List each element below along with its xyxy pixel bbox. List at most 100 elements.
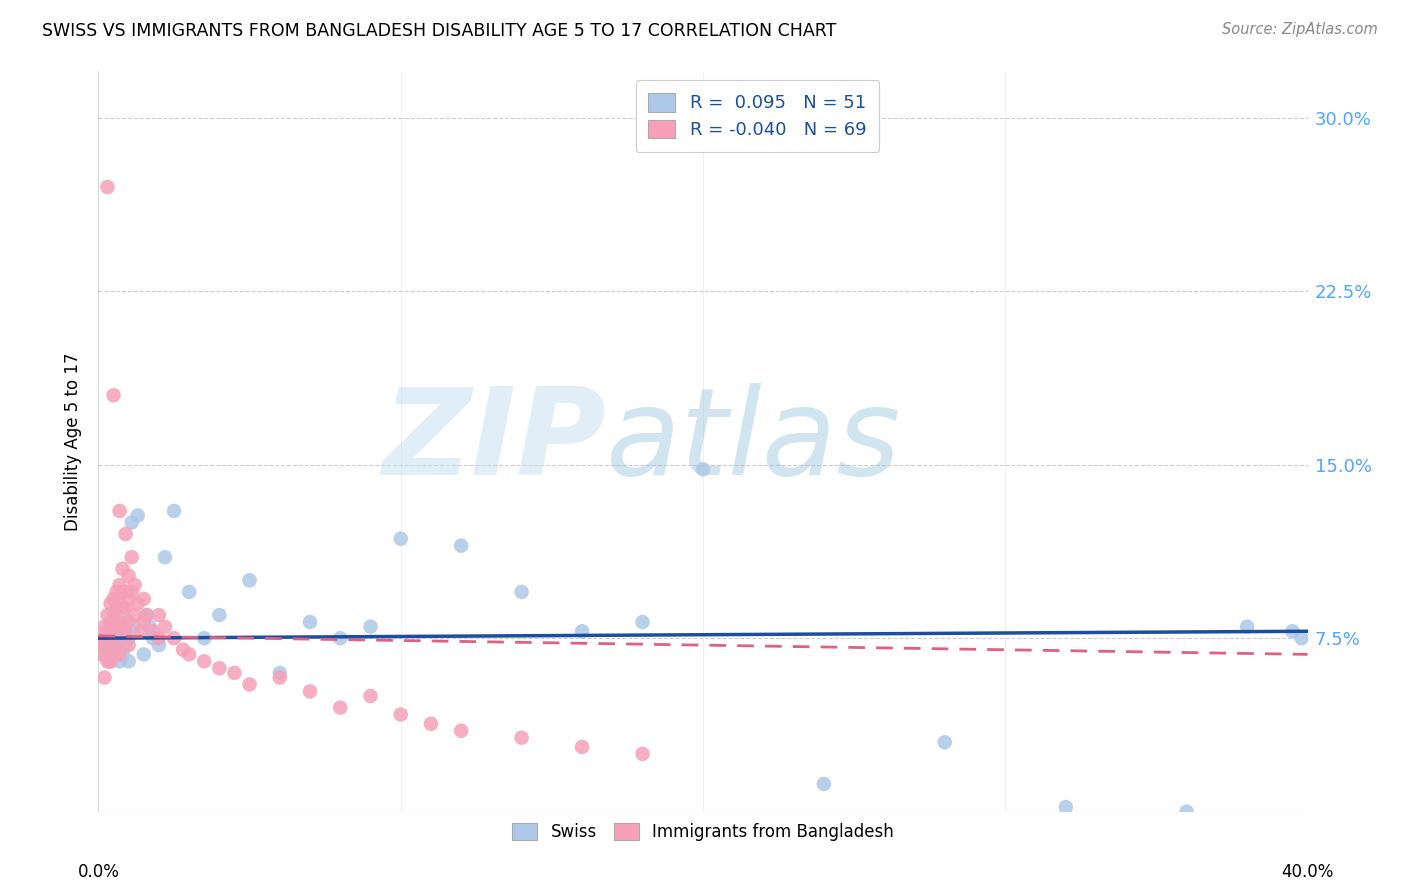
Point — [631, 747, 654, 761]
Point — [111, 601, 134, 615]
Point — [389, 707, 412, 722]
Point — [103, 608, 125, 623]
Point — [96, 642, 118, 657]
Legend: Swiss, Immigrants from Bangladesh: Swiss, Immigrants from Bangladesh — [506, 816, 900, 847]
Point — [135, 608, 157, 623]
Point — [129, 624, 152, 639]
Point — [118, 638, 141, 652]
Point — [108, 615, 131, 629]
Point — [121, 550, 143, 565]
Point — [389, 532, 412, 546]
Point — [127, 597, 149, 611]
Point — [148, 631, 170, 645]
Point — [239, 574, 262, 588]
Point — [114, 615, 136, 629]
Point — [172, 642, 194, 657]
Point — [96, 624, 118, 639]
Point — [108, 597, 131, 611]
Point — [103, 591, 125, 606]
Point — [96, 608, 118, 623]
Point — [90, 638, 112, 652]
Point — [93, 638, 115, 652]
Point — [813, 777, 835, 791]
Point — [100, 597, 122, 611]
Point — [299, 615, 322, 629]
Point — [103, 615, 125, 629]
Point — [142, 631, 165, 645]
Point — [934, 735, 956, 749]
Point — [139, 619, 162, 633]
Point — [124, 619, 146, 633]
Point — [121, 585, 143, 599]
Point — [510, 585, 533, 599]
Point — [103, 648, 125, 662]
Point — [111, 624, 134, 639]
Point — [269, 671, 291, 685]
Point — [114, 527, 136, 541]
Point — [105, 585, 128, 599]
Text: SWISS VS IMMIGRANTS FROM BANGLADESH DISABILITY AGE 5 TO 17 CORRELATION CHART: SWISS VS IMMIGRANTS FROM BANGLADESH DISA… — [42, 22, 837, 40]
Point — [193, 631, 215, 645]
Point — [121, 516, 143, 530]
Point — [114, 624, 136, 639]
Point — [132, 615, 155, 629]
Point — [111, 619, 134, 633]
Point — [114, 601, 136, 615]
Point — [103, 624, 125, 639]
Point — [571, 624, 593, 639]
Point — [239, 677, 262, 691]
Point — [100, 631, 122, 645]
Point — [1175, 805, 1198, 819]
Point — [114, 585, 136, 599]
Point — [450, 723, 472, 738]
Point — [100, 654, 122, 668]
Point — [100, 615, 122, 629]
Point — [93, 648, 115, 662]
Point — [450, 539, 472, 553]
Point — [360, 619, 382, 633]
Point — [93, 631, 115, 645]
Point — [105, 601, 128, 615]
Point — [631, 615, 654, 629]
Point — [510, 731, 533, 745]
Point — [1236, 619, 1258, 633]
Point — [118, 591, 141, 606]
Point — [269, 665, 291, 680]
Point — [692, 462, 714, 476]
Point — [96, 654, 118, 668]
Point — [105, 629, 128, 643]
Point — [111, 562, 134, 576]
Text: 40.0%: 40.0% — [1281, 863, 1334, 880]
Point — [179, 648, 201, 662]
Point — [103, 388, 125, 402]
Point — [93, 619, 115, 633]
Point — [1281, 624, 1303, 639]
Point — [208, 608, 231, 623]
Point — [108, 504, 131, 518]
Text: Source: ZipAtlas.com: Source: ZipAtlas.com — [1222, 22, 1378, 37]
Point — [118, 615, 141, 629]
Point — [124, 608, 146, 623]
Point — [124, 578, 146, 592]
Point — [193, 654, 215, 668]
Text: atlas: atlas — [606, 383, 901, 500]
Text: 0.0%: 0.0% — [77, 863, 120, 880]
Point — [132, 591, 155, 606]
Point — [108, 654, 131, 668]
Point — [105, 638, 128, 652]
Point — [118, 631, 141, 645]
Point — [103, 631, 125, 645]
Point — [108, 619, 131, 633]
Point — [127, 508, 149, 523]
Point — [329, 700, 352, 714]
Point — [100, 654, 122, 668]
Point — [299, 684, 322, 698]
Point — [153, 550, 176, 565]
Point — [360, 689, 382, 703]
Point — [163, 504, 186, 518]
Point — [111, 585, 134, 599]
Point — [103, 648, 125, 662]
Point — [1054, 800, 1077, 814]
Point — [329, 631, 352, 645]
Point — [93, 671, 115, 685]
